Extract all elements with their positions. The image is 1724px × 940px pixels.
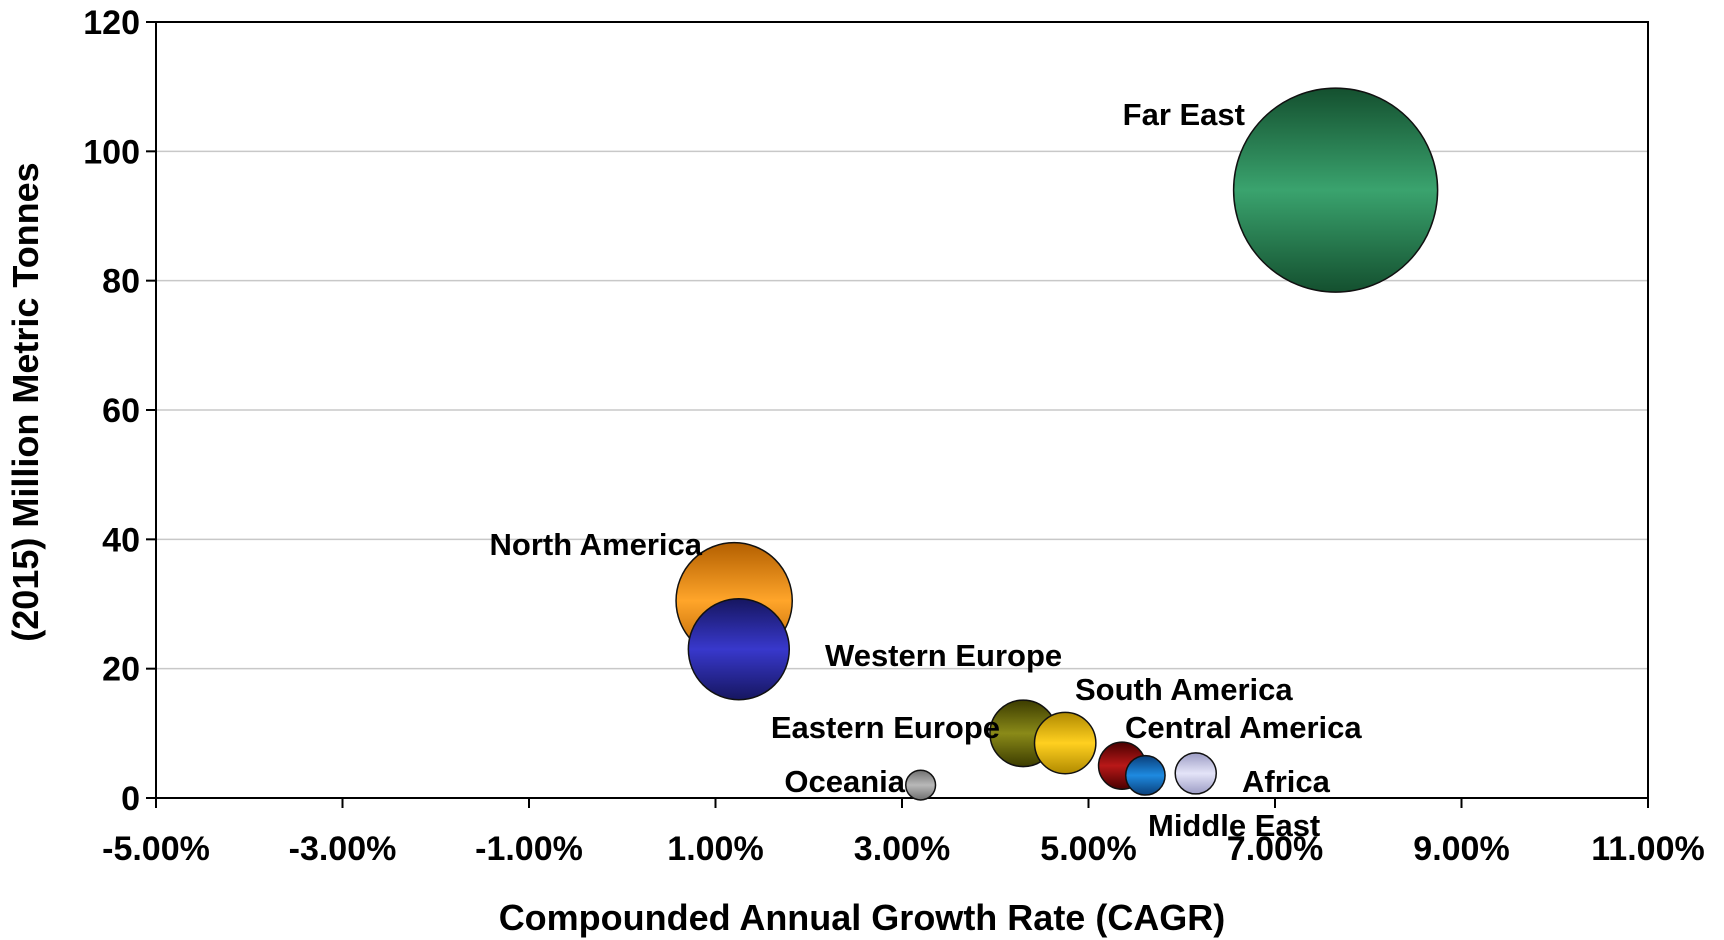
y-tick-label: 80	[102, 263, 140, 301]
x-tick-label: 11.00%	[1591, 830, 1704, 868]
y-tick-label: 20	[102, 651, 140, 689]
label-south-america: South America	[1075, 672, 1293, 707]
label-central-america: Central America	[1125, 710, 1362, 745]
x-tick-label: -3.00%	[289, 830, 397, 868]
label-eastern-europe: Eastern Europe	[771, 710, 1000, 745]
bubble-western-europe	[687, 598, 791, 701]
bubble-oceania	[905, 769, 937, 801]
label-africa: Africa	[1242, 764, 1331, 799]
y-tick-label: 120	[83, 4, 140, 42]
y-tick-label: 60	[102, 392, 140, 430]
y-tick-label: 40	[102, 521, 140, 559]
label-far-east: Far East	[1123, 97, 1245, 132]
x-axis: -5.00% -3.00% -1.00% 1.00% 3.00% 5.00% 7.00% 9.…	[102, 798, 1705, 868]
y-axis-title: (2015) Million Metric Tonnes	[5, 162, 46, 641]
label-north-america: North America	[490, 527, 703, 562]
x-tick-label: 9.00%	[1413, 830, 1509, 868]
bubble-labels: Far East North America Western Europe Easte…	[490, 97, 1363, 843]
x-tick-label: 5.00%	[1040, 830, 1136, 868]
label-oceania: Oceania	[784, 764, 905, 799]
x-tick-label: 3.00%	[854, 830, 950, 868]
x-tick-label: -5.00%	[102, 830, 210, 868]
bubble-south-america	[1033, 711, 1097, 775]
y-tick-label: 100	[83, 133, 140, 171]
x-axis-title: Compounded Annual Growth Rate (CAGR)	[499, 897, 1226, 938]
gridlines	[156, 150, 1648, 670]
bubble-middle-east	[1124, 754, 1166, 796]
bubble-far-east	[1232, 87, 1439, 293]
y-tick-label: 0	[121, 780, 140, 818]
bubbles	[675, 87, 1439, 801]
label-middle-east: Middle East	[1148, 808, 1320, 843]
y-axis: 0 20 40 60 80 100 120	[83, 4, 156, 818]
label-western-europe: Western Europe	[825, 638, 1062, 673]
x-tick-label: 1.00%	[667, 830, 763, 868]
x-tick-label: -1.00%	[475, 830, 583, 868]
x-tick-label: 7.00%	[1227, 830, 1323, 868]
bubble-africa	[1174, 752, 1217, 795]
